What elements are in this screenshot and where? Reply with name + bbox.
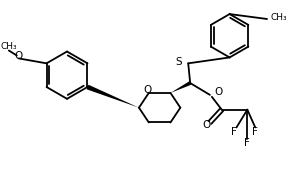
- Polygon shape: [171, 81, 191, 93]
- Text: O: O: [215, 87, 223, 97]
- Text: O: O: [14, 51, 23, 61]
- Text: O: O: [144, 85, 152, 95]
- Polygon shape: [87, 85, 139, 108]
- Text: F: F: [252, 127, 258, 137]
- Text: CH₃: CH₃: [270, 12, 287, 21]
- Text: S: S: [176, 57, 182, 67]
- Text: F: F: [231, 127, 236, 137]
- Text: O: O: [203, 120, 211, 130]
- Text: CH₃: CH₃: [1, 42, 17, 51]
- Text: F: F: [244, 138, 250, 148]
